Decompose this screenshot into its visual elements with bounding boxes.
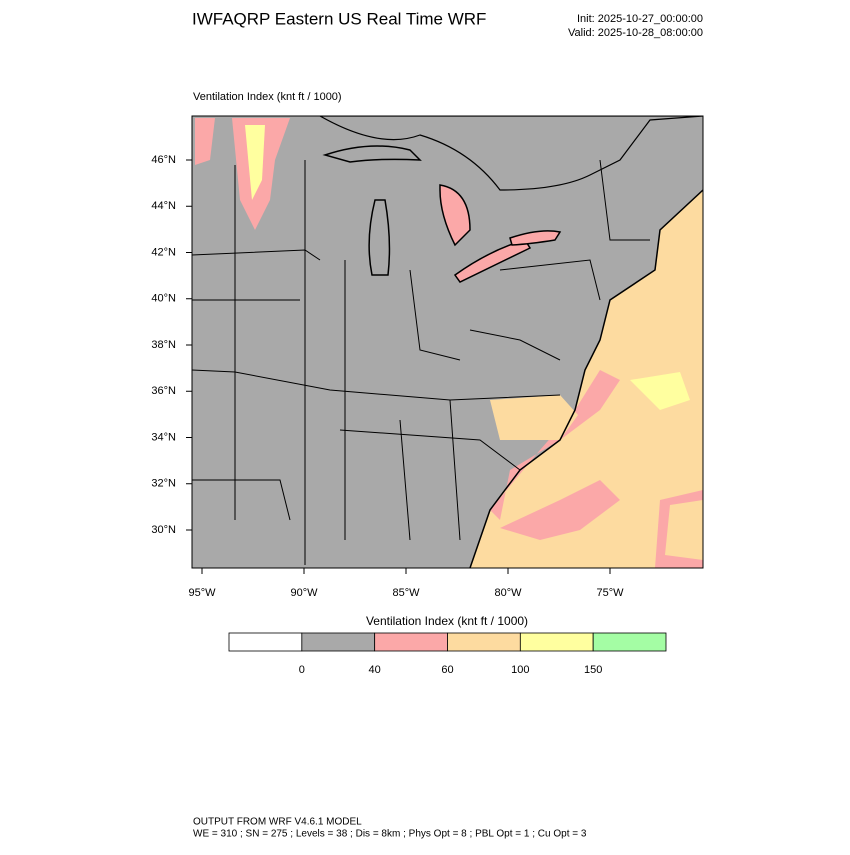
lake-erie <box>453 239 532 283</box>
title: IWFAQRP Eastern US Real Time WRF <box>192 9 486 28</box>
map-frame <box>191 115 704 569</box>
lat-label: 32°N <box>151 478 176 490</box>
footer-line: OUTPUT FROM WRF V4.6.1 MODEL <box>193 817 362 828</box>
colorbar: 0 40 60 100 150 <box>228 632 667 676</box>
coastline <box>469 189 703 568</box>
footer-line: WE = 310 ; SN = 275 ; Levels = 38 ; Dis … <box>193 829 587 840</box>
colorbar-box <box>374 632 448 652</box>
pink-zone <box>500 480 620 540</box>
pink-zone <box>490 370 620 520</box>
lake-superior <box>322 145 422 163</box>
lon-label: 85°W <box>392 587 420 599</box>
valid-time: Valid: 2025-10-28_08:00:00 <box>568 27 703 39</box>
colorbar-box <box>592 632 667 652</box>
colorbar-title: Ventilation Index (knt ft / 1000) <box>366 614 528 628</box>
lat-label: 36°N <box>151 385 176 397</box>
lat-label: 46°N <box>151 154 176 166</box>
map-label: Ventilation Index (knt ft / 1000) <box>193 91 342 103</box>
lat-label: 30°N <box>151 524 176 536</box>
yellow-zone <box>245 125 265 200</box>
lon-label: 75°W <box>596 587 624 599</box>
lon-label: 90°W <box>290 587 318 599</box>
pink-zone <box>195 118 215 165</box>
colorbar-box <box>301 632 376 652</box>
map <box>191 115 704 569</box>
lat-label: 44°N <box>151 200 176 212</box>
lake-michigan <box>368 199 391 276</box>
colorbar-box <box>228 632 303 652</box>
ocean-zone <box>665 500 703 560</box>
init-time: Init: 2025-10-27_00:00:00 <box>577 13 703 25</box>
canada <box>318 116 703 191</box>
colorbar-tick-label: 0 <box>299 664 305 676</box>
colorbar-tick-label: 150 <box>584 664 602 676</box>
colorbar-box <box>519 632 594 652</box>
ocean <box>470 190 703 568</box>
state-borders <box>192 159 650 565</box>
colorbar-tick-label: 60 <box>441 664 453 676</box>
axis-labels: 46°N 44°N 42°N 40°N 38°N 36°N 34°N 32°N 30°N 95°W… <box>151 154 624 599</box>
nc-zone <box>490 395 578 440</box>
lake-ontario <box>509 230 562 246</box>
colorbar-tick-label: 100 <box>511 664 529 676</box>
lon-label: 80°W <box>494 587 522 599</box>
colorbar-tick-label: 40 <box>369 664 381 676</box>
lon-label: 95°W <box>188 587 216 599</box>
colorbar-box <box>447 632 521 652</box>
lat-label: 34°N <box>151 431 176 443</box>
lat-label: 38°N <box>151 339 176 351</box>
lat-label: 40°N <box>151 293 176 305</box>
lake-huron <box>439 184 471 247</box>
yellow-zone <box>630 372 690 410</box>
lat-label: 42°N <box>151 246 176 258</box>
